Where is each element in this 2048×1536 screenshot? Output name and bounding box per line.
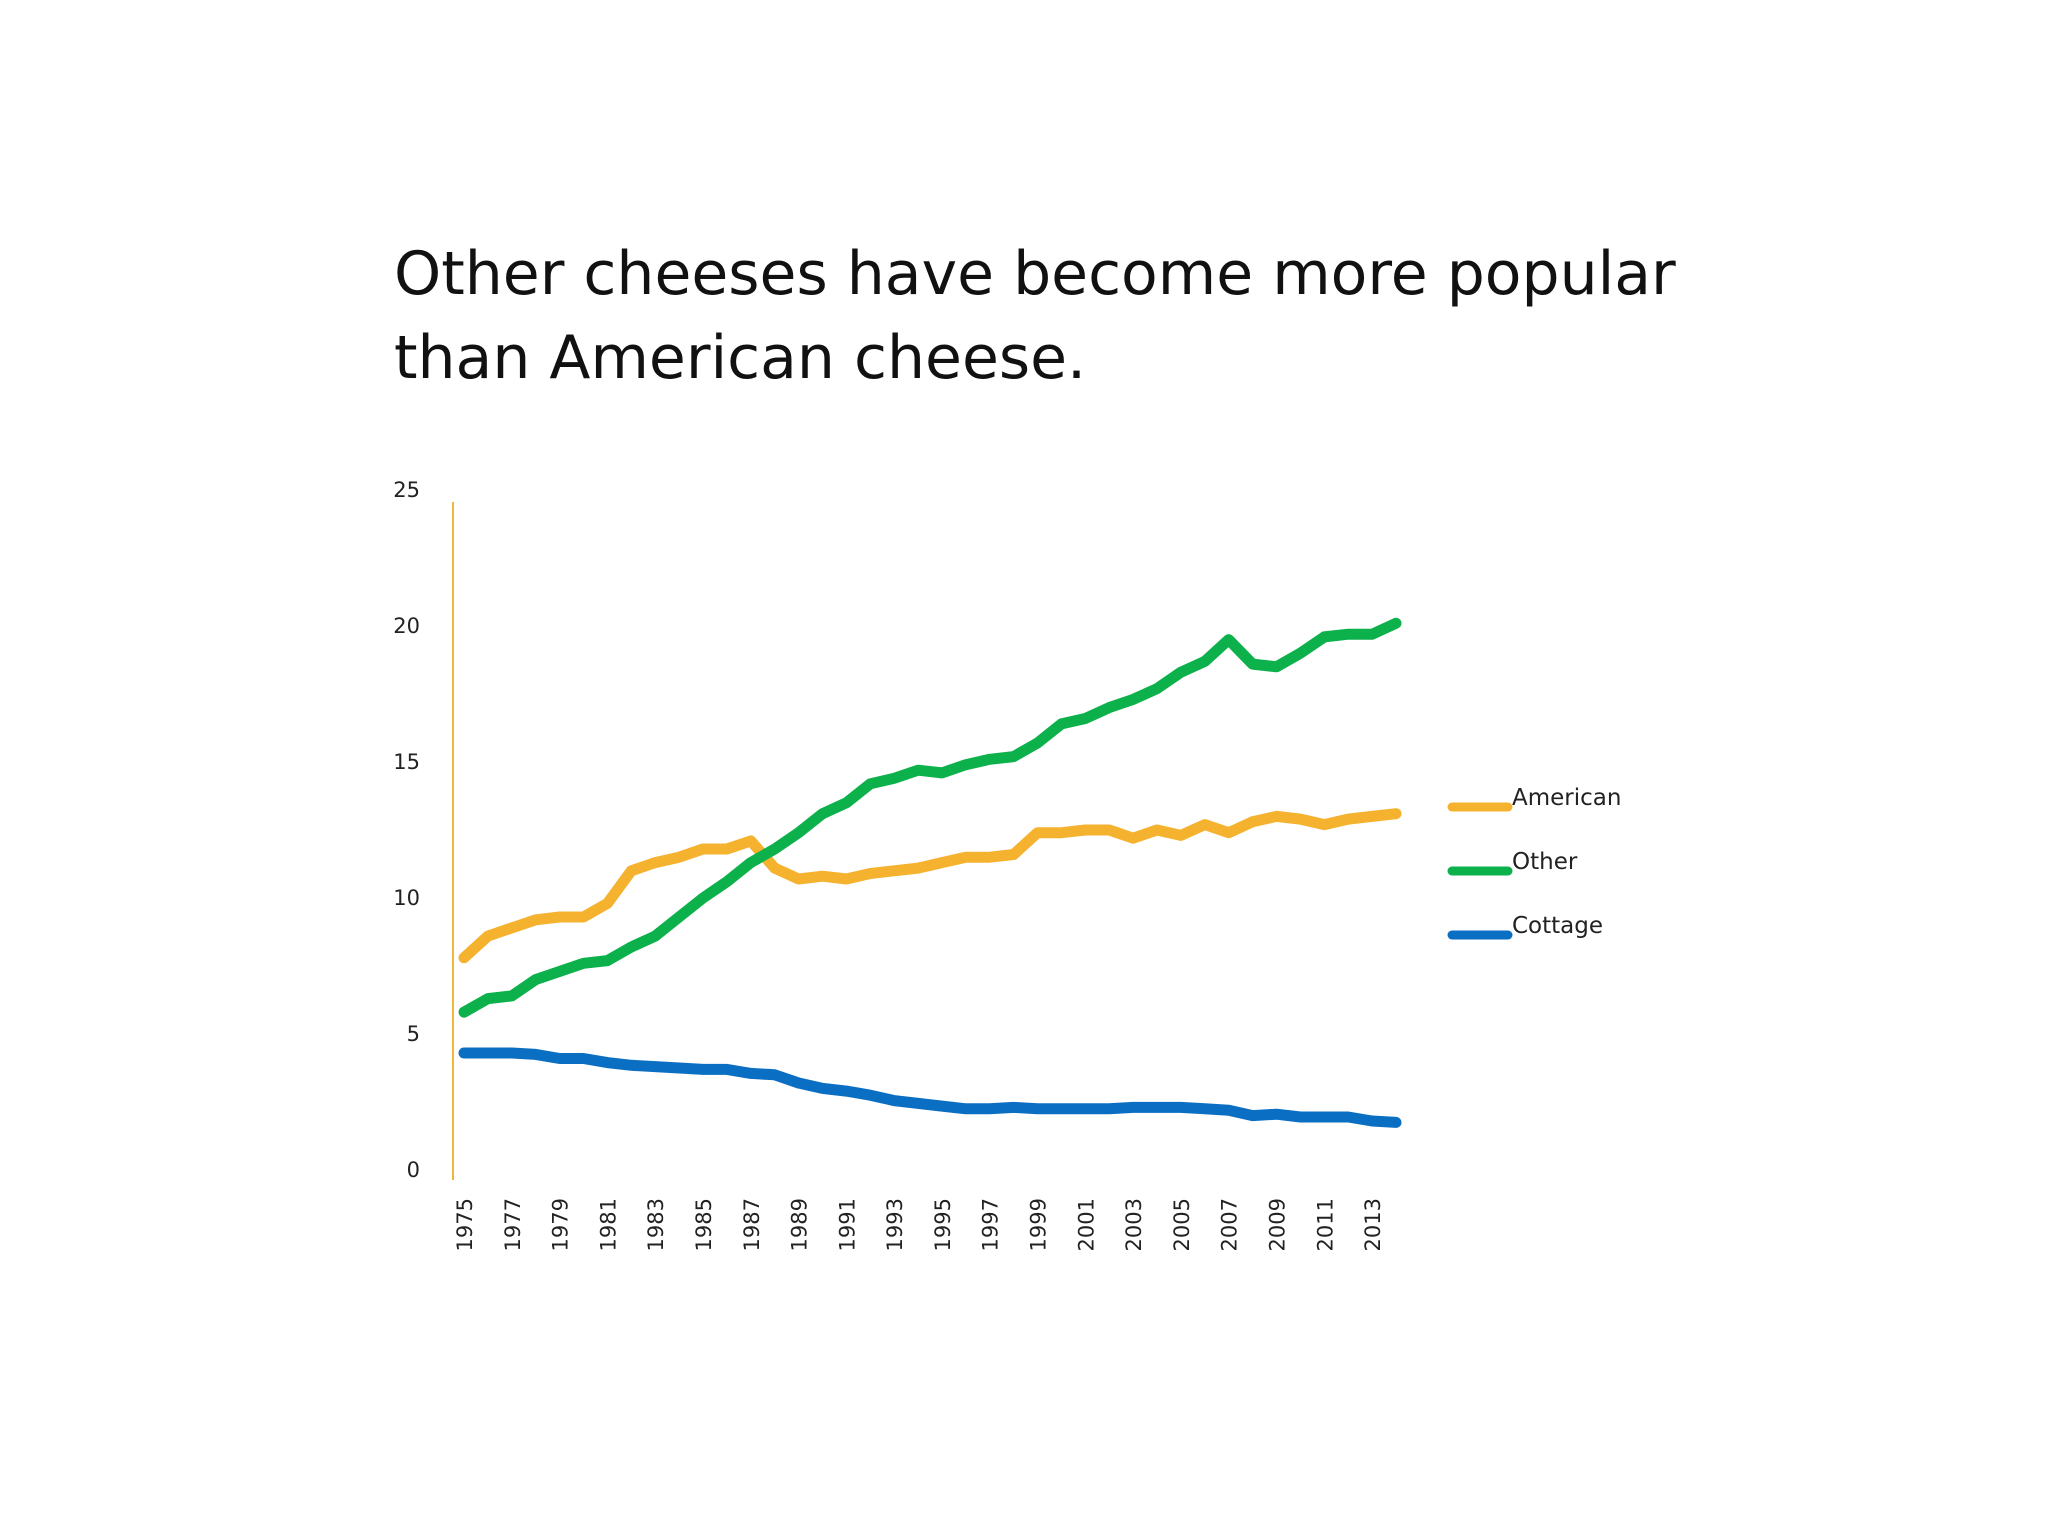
y-tick-label: 5 [407,1022,420,1046]
y-tick-label: 15 [393,750,420,774]
chart-title-line-1: Other cheeses have become more popular [394,239,1676,309]
x-tick-label: 1983 [644,1198,668,1251]
legend-label-cottage: Cottage [1512,913,1603,939]
x-tick-label: 1975 [453,1198,477,1251]
series-line-cottage [458,1047,1402,1128]
x-tick-label: 2001 [1074,1198,1098,1251]
x-tick-label: 1979 [549,1198,573,1251]
x-tick-label: 1977 [501,1198,525,1251]
x-tick-label: 2003 [1122,1198,1146,1251]
x-tick-label: 2007 [1218,1198,1242,1251]
legend: American Other Cottage [1447,785,1621,940]
x-tick-label: 1985 [692,1198,716,1251]
legend-label-other: Other [1512,849,1578,875]
series-line-other [458,617,1402,1018]
series-line-american [458,808,1402,964]
legend-label-american: American [1512,785,1621,811]
x-tick-label: 1993 [883,1198,907,1251]
y-tick-label: 25 [393,478,420,502]
x-tick-label: 1991 [835,1198,859,1251]
x-tick-label: 1999 [1027,1198,1051,1251]
x-tick-label: 2009 [1266,1198,1290,1251]
y-tick-label: 0 [407,1158,420,1182]
x-tick-label: 2011 [1313,1198,1337,1251]
x-tick-label: 2013 [1361,1198,1385,1251]
series-lines [458,617,1402,1128]
x-tick-label: 1987 [740,1198,764,1251]
x-tick-label: 1997 [979,1198,1003,1251]
x-tick-label: 1981 [596,1198,620,1251]
chart-title: Other cheeses have become more popular t… [394,232,1794,400]
y-tick-labels: 0 5 10 15 20 25 [393,478,420,1182]
y-tick-label: 20 [393,614,420,638]
y-tick-label: 10 [393,886,420,910]
x-tick-label: 1989 [788,1198,812,1251]
x-tick-label: 2005 [1170,1198,1194,1251]
chart-title-line-2: than American cheese. [394,323,1087,393]
x-tick-labels: 1975 1977 1979 1981 1983 1985 1987 1989 1991 1993… [453,1198,1385,1251]
x-tick-label: 1995 [931,1198,955,1251]
